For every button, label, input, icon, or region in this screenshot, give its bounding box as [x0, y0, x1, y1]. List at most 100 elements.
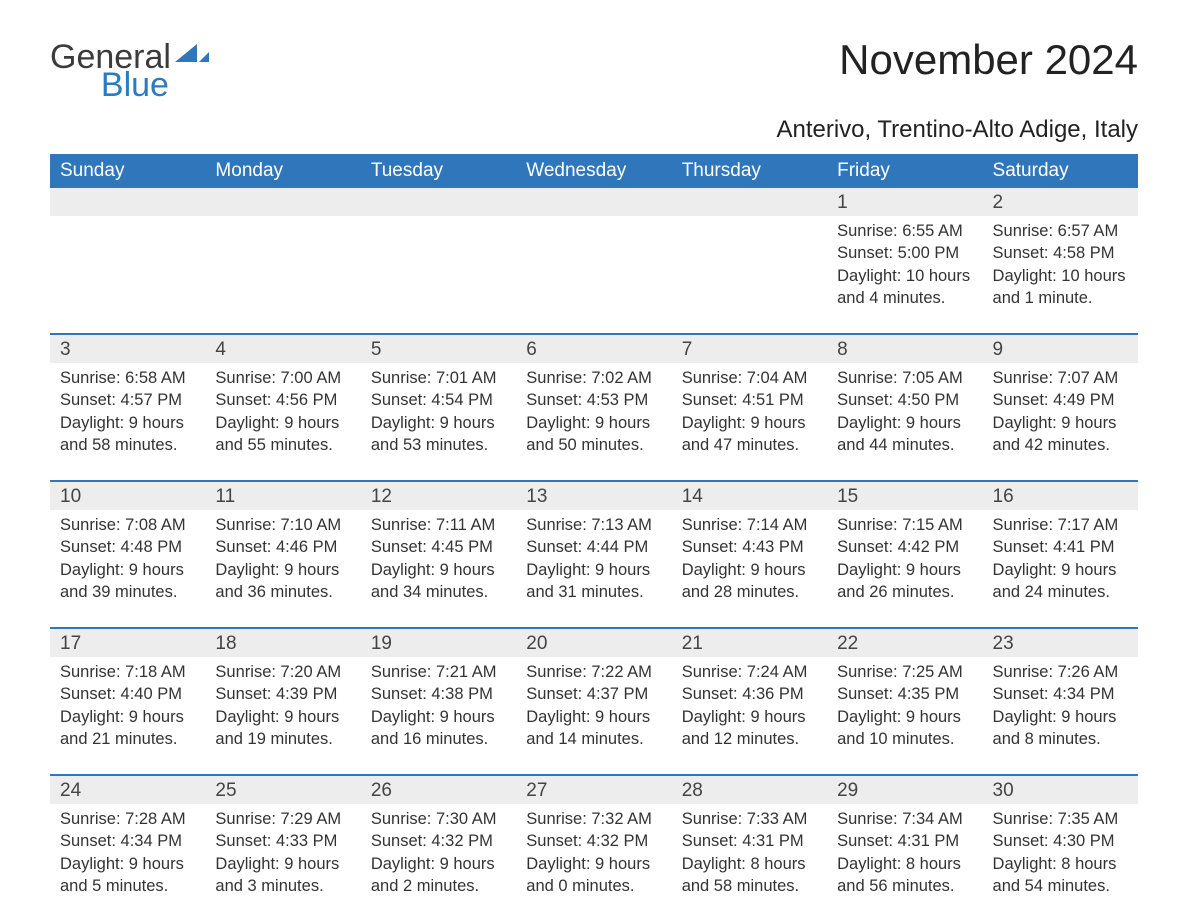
day-detail-cell: Sunrise: 7:01 AMSunset: 4:54 PMDaylight:… [361, 363, 516, 480]
daylight-text: Daylight: 9 hours and 36 minutes. [215, 559, 350, 604]
sunrise-text: Sunrise: 7:33 AM [682, 808, 817, 830]
sunset-text: Sunset: 4:46 PM [215, 536, 350, 558]
day-number-cell: 23 [983, 629, 1138, 657]
day-detail-cell: Sunrise: 7:10 AMSunset: 4:46 PMDaylight:… [205, 510, 360, 627]
sunset-text: Sunset: 4:44 PM [526, 536, 661, 558]
sunset-text: Sunset: 4:41 PM [993, 536, 1128, 558]
sunrise-text: Sunrise: 7:15 AM [837, 514, 972, 536]
day-number-cell [361, 188, 516, 216]
day-detail-cell: Sunrise: 7:29 AMSunset: 4:33 PMDaylight:… [205, 804, 360, 921]
day-detail-cell: Sunrise: 6:58 AMSunset: 4:57 PMDaylight:… [50, 363, 205, 480]
day-number-cell: 28 [672, 776, 827, 804]
sunset-text: Sunset: 4:56 PM [215, 389, 350, 411]
sunrise-text: Sunrise: 7:28 AM [60, 808, 195, 830]
day-detail-row: Sunrise: 7:28 AMSunset: 4:34 PMDaylight:… [50, 804, 1138, 921]
day-number-cell: 20 [516, 629, 671, 657]
daylight-text: Daylight: 9 hours and 39 minutes. [60, 559, 195, 604]
sunset-text: Sunset: 4:35 PM [837, 683, 972, 705]
day-detail-cell: Sunrise: 6:57 AMSunset: 4:58 PMDaylight:… [983, 216, 1138, 333]
sunrise-text: Sunrise: 6:57 AM [993, 220, 1128, 242]
day-detail-cell: Sunrise: 7:21 AMSunset: 4:38 PMDaylight:… [361, 657, 516, 774]
sunrise-text: Sunrise: 7:02 AM [526, 367, 661, 389]
day-detail-cell: Sunrise: 7:15 AMSunset: 4:42 PMDaylight:… [827, 510, 982, 627]
day-number-cell [516, 188, 671, 216]
day-detail-cell: Sunrise: 6:55 AMSunset: 5:00 PMDaylight:… [827, 216, 982, 333]
sunrise-text: Sunrise: 7:26 AM [993, 661, 1128, 683]
daylight-text: Daylight: 9 hours and 19 minutes. [215, 706, 350, 751]
daylight-text: Daylight: 9 hours and 34 minutes. [371, 559, 506, 604]
sunset-text: Sunset: 4:48 PM [60, 536, 195, 558]
weekday-header-cell: Thursday [672, 154, 827, 188]
sunrise-text: Sunrise: 7:04 AM [682, 367, 817, 389]
day-detail-cell: Sunrise: 7:18 AMSunset: 4:40 PMDaylight:… [50, 657, 205, 774]
header-row: General Blue November 2024 [50, 40, 1138, 102]
sunset-text: Sunset: 4:36 PM [682, 683, 817, 705]
day-number-cell: 12 [361, 482, 516, 510]
daylight-text: Daylight: 9 hours and 16 minutes. [371, 706, 506, 751]
day-detail-cell: Sunrise: 7:28 AMSunset: 4:34 PMDaylight:… [50, 804, 205, 921]
sunrise-text: Sunrise: 7:13 AM [526, 514, 661, 536]
day-detail-cell: Sunrise: 7:30 AMSunset: 4:32 PMDaylight:… [361, 804, 516, 921]
day-number-cell: 29 [827, 776, 982, 804]
day-number-cell: 10 [50, 482, 205, 510]
sunrise-text: Sunrise: 7:34 AM [837, 808, 972, 830]
day-number-cell: 14 [672, 482, 827, 510]
daylight-text: Daylight: 8 hours and 58 minutes. [682, 853, 817, 898]
day-detail-row: Sunrise: 6:55 AMSunset: 5:00 PMDaylight:… [50, 216, 1138, 333]
weekday-header-cell: Sunday [50, 154, 205, 188]
day-detail-cell: Sunrise: 7:33 AMSunset: 4:31 PMDaylight:… [672, 804, 827, 921]
day-number-cell: 26 [361, 776, 516, 804]
day-number-cell: 7 [672, 335, 827, 363]
day-number-cell: 11 [205, 482, 360, 510]
sunset-text: Sunset: 4:39 PM [215, 683, 350, 705]
sunrise-text: Sunrise: 6:58 AM [60, 367, 195, 389]
day-number-cell: 25 [205, 776, 360, 804]
daylight-text: Daylight: 9 hours and 55 minutes. [215, 412, 350, 457]
daylight-text: Daylight: 9 hours and 42 minutes. [993, 412, 1128, 457]
sunrise-text: Sunrise: 7:01 AM [371, 367, 506, 389]
brand-mark-icon [175, 40, 211, 70]
sunrise-text: Sunrise: 7:32 AM [526, 808, 661, 830]
sunset-text: Sunset: 4:50 PM [837, 389, 972, 411]
sunrise-text: Sunrise: 7:18 AM [60, 661, 195, 683]
daylight-text: Daylight: 9 hours and 28 minutes. [682, 559, 817, 604]
day-number-cell: 21 [672, 629, 827, 657]
calendar-table: SundayMondayTuesdayWednesdayThursdayFrid… [50, 154, 1138, 921]
sunrise-text: Sunrise: 7:14 AM [682, 514, 817, 536]
day-number-cell: 17 [50, 629, 205, 657]
day-detail-cell: Sunrise: 7:11 AMSunset: 4:45 PMDaylight:… [361, 510, 516, 627]
weekday-header-cell: Tuesday [361, 154, 516, 188]
sunset-text: Sunset: 4:40 PM [60, 683, 195, 705]
sunset-text: Sunset: 4:32 PM [526, 830, 661, 852]
sunrise-text: Sunrise: 7:08 AM [60, 514, 195, 536]
day-detail-cell: Sunrise: 7:07 AMSunset: 4:49 PMDaylight:… [983, 363, 1138, 480]
calendar-page: General Blue November 2024 Anterivo, Tre… [0, 0, 1188, 918]
day-number-cell: 8 [827, 335, 982, 363]
sunset-text: Sunset: 4:58 PM [993, 242, 1128, 264]
day-number-cell [50, 188, 205, 216]
day-detail-cell [672, 216, 827, 333]
sunrise-text: Sunrise: 7:21 AM [371, 661, 506, 683]
sunset-text: Sunset: 4:31 PM [682, 830, 817, 852]
sunrise-text: Sunrise: 7:05 AM [837, 367, 972, 389]
day-detail-cell: Sunrise: 7:05 AMSunset: 4:50 PMDaylight:… [827, 363, 982, 480]
day-number-cell: 24 [50, 776, 205, 804]
sunset-text: Sunset: 4:49 PM [993, 389, 1128, 411]
daylight-text: Daylight: 9 hours and 31 minutes. [526, 559, 661, 604]
daylight-text: Daylight: 9 hours and 24 minutes. [993, 559, 1128, 604]
daylight-text: Daylight: 9 hours and 12 minutes. [682, 706, 817, 751]
day-detail-cell [361, 216, 516, 333]
day-detail-cell [516, 216, 671, 333]
sunrise-text: Sunrise: 7:24 AM [682, 661, 817, 683]
sunrise-text: Sunrise: 7:22 AM [526, 661, 661, 683]
day-number-cell: 2 [983, 188, 1138, 216]
sunset-text: Sunset: 4:57 PM [60, 389, 195, 411]
sunset-text: Sunset: 4:43 PM [682, 536, 817, 558]
day-detail-row: Sunrise: 6:58 AMSunset: 4:57 PM Daylight:… [50, 363, 1138, 480]
day-detail-cell [50, 216, 205, 333]
sunrise-text: Sunrise: 7:29 AM [215, 808, 350, 830]
day-detail-cell: Sunrise: 7:25 AMSunset: 4:35 PMDaylight:… [827, 657, 982, 774]
sunset-text: Sunset: 4:42 PM [837, 536, 972, 558]
daylight-text: Daylight: 9 hours and 8 minutes. [993, 706, 1128, 751]
daylight-text: Daylight: 9 hours and 44 minutes. [837, 412, 972, 457]
